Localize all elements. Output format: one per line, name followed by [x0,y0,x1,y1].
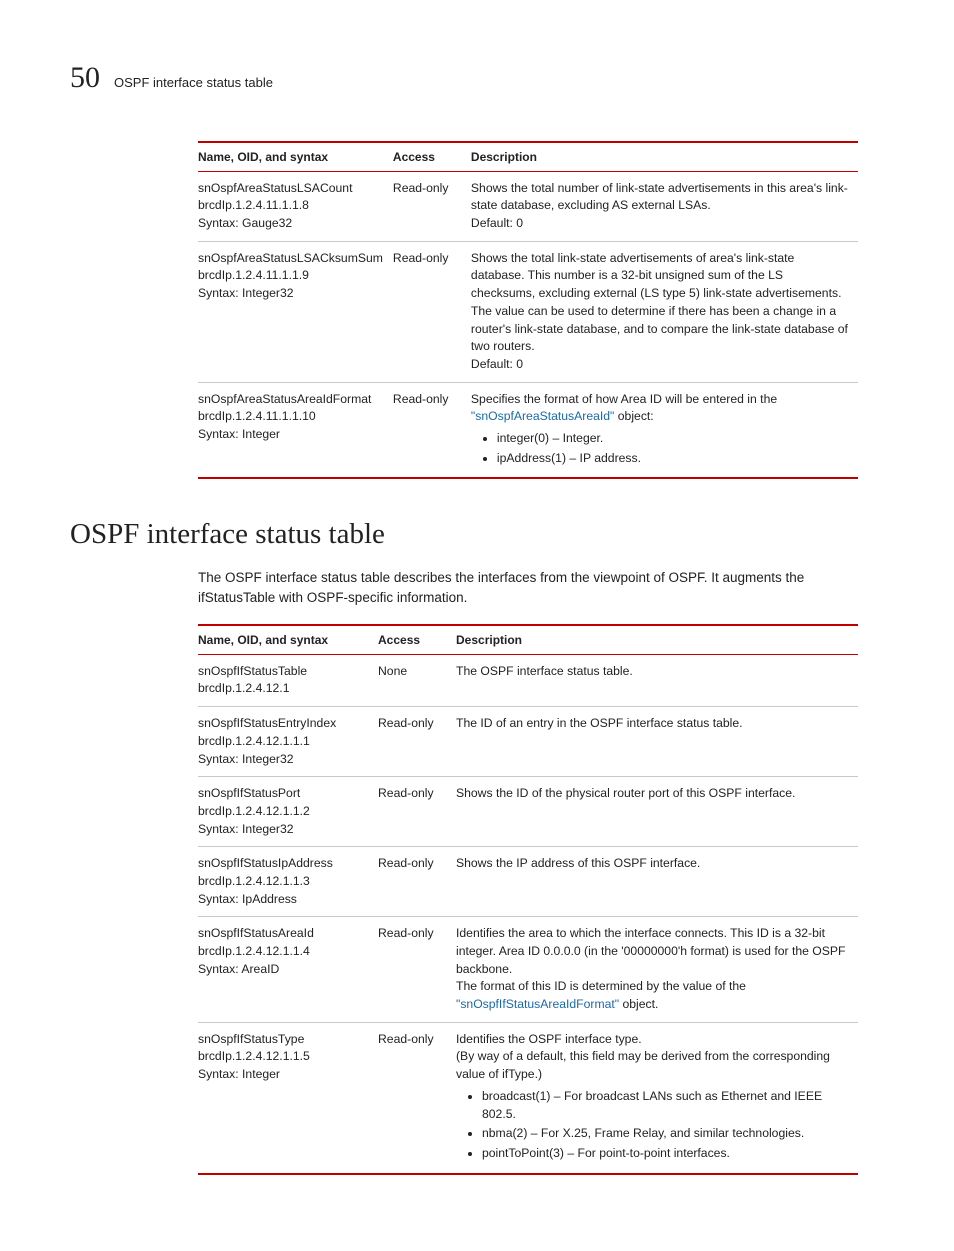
cell-access: Read-only [393,382,471,478]
mib-oid: brcdIp.1.2.4.12.1.1.1 [198,733,368,751]
mib-oid: brcdIp.1.2.4.11.1.1.9 [198,267,383,285]
table-row: snOspfAreaStatusLSACksumSum brcdIp.1.2.4… [198,241,858,382]
desc-line: The format of this ID is determined by t… [456,978,848,1013]
desc-text: object: [614,409,653,423]
desc-line: Specifies the format of how Area ID will… [471,391,848,426]
desc-line: Shows the total link-state advertisement… [471,250,848,356]
desc-line: (By way of a default, this field may be … [456,1048,848,1083]
mib-name: snOspfIfStatusEntryIndex [198,715,368,733]
mib-name: snOspfAreaStatusLSACksumSum [198,250,383,268]
table-header-row: Name, OID, and syntax Access Description [198,142,858,172]
mib-syntax: Syntax: Integer [198,426,383,444]
mib-oid: brcdIp.1.2.4.11.1.1.10 [198,408,383,426]
desc-text: Specifies the format of how Area ID will… [471,392,777,406]
table-row: snOspfIfStatusIpAddress brcdIp.1.2.4.12.… [198,847,858,917]
desc-line: Default: 0 [471,356,848,374]
list-item: pointToPoint(3) – For point-to-point int… [482,1145,848,1163]
mib-oid: brcdIp.1.2.4.12.1.1.2 [198,803,368,821]
area-status-table: Name, OID, and syntax Access Description… [198,141,858,480]
cell-desc: The OSPF interface status table. [456,654,858,706]
cell-desc: Shows the total link-state advertisement… [471,241,858,382]
section-intro: The OSPF interface status table describe… [198,568,858,607]
chapter-number: 50 [70,58,100,99]
col-header-access: Access [393,142,471,172]
cell-desc: Identifies the area to which the interfa… [456,917,858,1022]
cell-name: snOspfIfStatusPort brcdIp.1.2.4.12.1.1.2… [198,777,378,847]
cell-desc: Specifies the format of how Area ID will… [471,382,858,478]
desc-line: Identifies the OSPF interface type. [456,1031,848,1049]
running-header: 50 OSPF interface status table [70,58,884,99]
mib-name: snOspfIfStatusPort [198,785,368,803]
cell-name: snOspfIfStatusType brcdIp.1.2.4.12.1.1.5… [198,1022,378,1173]
cell-access: Read-only [393,171,471,241]
list-item: integer(0) – Integer. [497,430,848,448]
cell-access: Read-only [378,777,456,847]
mib-syntax: Syntax: Gauge32 [198,215,383,233]
col-header-name: Name, OID, and syntax [198,142,393,172]
mib-oid: brcdIp.1.2.4.12.1 [198,680,368,698]
table-row: snOspfIfStatusEntryIndex brcdIp.1.2.4.12… [198,707,858,777]
mib-oid: brcdIp.1.2.4.11.1.1.8 [198,197,383,215]
mib-oid: brcdIp.1.2.4.12.1.1.4 [198,943,368,961]
list-item: ipAddress(1) – IP address. [497,450,848,468]
cell-access: Read-only [378,847,456,917]
mib-name: snOspfIfStatusTable [198,663,368,681]
cell-access: Read-only [378,1022,456,1173]
table-row: snOspfIfStatusPort brcdIp.1.2.4.12.1.1.2… [198,777,858,847]
cell-name: snOspfAreaStatusLSACount brcdIp.1.2.4.11… [198,171,393,241]
table-row: snOspfAreaStatusAreaIdFormat brcdIp.1.2.… [198,382,858,478]
cell-name: snOspfAreaStatusAreaIdFormat brcdIp.1.2.… [198,382,393,478]
mib-name: snOspfIfStatusType [198,1031,368,1049]
col-header-desc: Description [456,625,858,655]
col-header-desc: Description [471,142,858,172]
table-row: snOspfIfStatusAreaId brcdIp.1.2.4.12.1.1… [198,917,858,1022]
list-item: nbma(2) – For X.25, Frame Relay, and sim… [482,1125,848,1143]
cell-desc: Shows the IP address of this OSPF interf… [456,847,858,917]
if-status-table: Name, OID, and syntax Access Description… [198,624,858,1175]
cell-name: snOspfAreaStatusLSACksumSum brcdIp.1.2.4… [198,241,393,382]
col-header-access: Access [378,625,456,655]
xref-link[interactable]: "snOspfIfStatusAreaIdFormat" [456,997,619,1011]
desc-text: The format of this ID is determined by t… [456,979,746,993]
mib-syntax: Syntax: Integer32 [198,751,368,769]
mib-oid: brcdIp.1.2.4.12.1.1.5 [198,1048,368,1066]
running-title: OSPF interface status table [114,74,273,92]
mib-name: snOspfAreaStatusAreaIdFormat [198,391,383,409]
table-row: snOspfIfStatusTable brcdIp.1.2.4.12.1 No… [198,654,858,706]
mib-syntax: Syntax: Integer [198,1066,368,1084]
mib-syntax: Syntax: AreaID [198,961,368,979]
mib-oid: brcdIp.1.2.4.12.1.1.3 [198,873,368,891]
cell-name: snOspfIfStatusAreaId brcdIp.1.2.4.12.1.1… [198,917,378,1022]
cell-desc: Shows the ID of the physical router port… [456,777,858,847]
section-title: OSPF interface status table [70,515,884,554]
mib-name: snOspfAreaStatusLSACount [198,180,383,198]
mib-syntax: Syntax: IpAddress [198,891,368,909]
cell-access: None [378,654,456,706]
desc-line: Identifies the area to which the interfa… [456,925,848,978]
desc-line: Default: 0 [471,215,848,233]
mib-name: snOspfIfStatusIpAddress [198,855,368,873]
cell-name: snOspfIfStatusEntryIndex brcdIp.1.2.4.12… [198,707,378,777]
cell-desc: Identifies the OSPF interface type. (By … [456,1022,858,1173]
desc-line: Shows the total number of link-state adv… [471,180,848,215]
cell-name: snOspfIfStatusIpAddress brcdIp.1.2.4.12.… [198,847,378,917]
mib-syntax: Syntax: Integer32 [198,821,368,839]
col-header-name: Name, OID, and syntax [198,625,378,655]
cell-desc: Shows the total number of link-state adv… [471,171,858,241]
list-item: broadcast(1) – For broadcast LANs such a… [482,1088,848,1123]
table-row: snOspfAreaStatusLSACount brcdIp.1.2.4.11… [198,171,858,241]
bullet-list: integer(0) – Integer. ipAddress(1) – IP … [471,430,848,467]
mib-name: snOspfIfStatusAreaId [198,925,368,943]
desc-text: object. [619,997,658,1011]
cell-name: snOspfIfStatusTable brcdIp.1.2.4.12.1 [198,654,378,706]
cell-access: Read-only [393,241,471,382]
bullet-list: broadcast(1) – For broadcast LANs such a… [456,1088,848,1163]
cell-desc: The ID of an entry in the OSPF interface… [456,707,858,777]
mib-syntax: Syntax: Integer32 [198,285,383,303]
cell-access: Read-only [378,707,456,777]
table-row: snOspfIfStatusType brcdIp.1.2.4.12.1.1.5… [198,1022,858,1173]
xref-link[interactable]: "snOspfAreaStatusAreaId" [471,409,614,423]
cell-access: Read-only [378,917,456,1022]
table-header-row: Name, OID, and syntax Access Description [198,625,858,655]
